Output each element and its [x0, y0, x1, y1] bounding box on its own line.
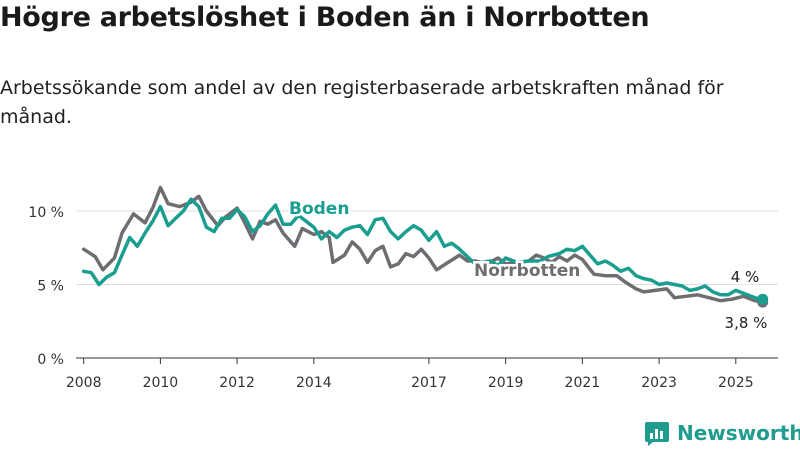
- end-point-boden: [757, 293, 769, 305]
- x-tick-label: 2023: [641, 375, 677, 391]
- x-tick-label: 2021: [565, 375, 601, 391]
- gridlines: [76, 210, 778, 285]
- x-tick-label: 2014: [296, 375, 332, 391]
- brand-name: Newsworthy: [677, 421, 800, 445]
- y-tick-label: 10 %: [28, 205, 64, 221]
- newsworthy-brand: Newsworthy: [644, 420, 800, 446]
- x-tick-label: 2025: [718, 375, 754, 391]
- series-label-boden: Boden: [289, 199, 349, 219]
- series-lines: [81, 185, 769, 308]
- series-line-boden: [81, 197, 765, 301]
- newsworthy-logo-icon: [645, 422, 669, 446]
- series-labels: Boden Norrbotten 4 % 3,8 %: [287, 197, 770, 335]
- x-tick-label: 2019: [488, 375, 524, 391]
- x-tick-label: 2017: [411, 375, 447, 391]
- y-axis-ticks: 0 % 5 % 10 %: [28, 205, 64, 368]
- end-label-norrbotten: 3,8 %: [725, 314, 768, 332]
- x-tick-label: 2010: [143, 375, 179, 391]
- x-axis: 2008 2010 2012 2014 2017 2019 2021 2023 2025: [66, 357, 778, 391]
- x-tick-label: 2008: [66, 375, 102, 391]
- end-label-boden: 4 %: [731, 268, 760, 286]
- y-tick-label: 5 %: [37, 279, 64, 295]
- chart-subtitle: Arbetssökande som andel av den registerb…: [0, 77, 724, 128]
- series-label-norrbotten: Norrbotten: [474, 261, 580, 281]
- x-tick-label: 2012: [219, 375, 255, 391]
- series-line-norrbotten: [81, 185, 765, 304]
- chart-title: Högre arbetslöshet i Boden än i Norrbott…: [0, 2, 650, 33]
- y-tick-label: 0 %: [37, 352, 64, 368]
